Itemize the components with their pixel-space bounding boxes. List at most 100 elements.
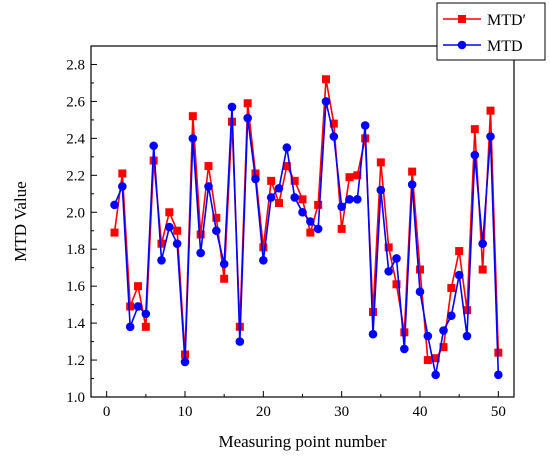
x-tick-label: 20	[256, 404, 271, 420]
data-point	[165, 222, 174, 232]
plot-area	[90, 45, 515, 398]
data-point	[204, 182, 213, 191]
data-point	[188, 112, 197, 121]
y-tick-label: 1.0	[66, 390, 85, 406]
series-line	[113, 101, 500, 375]
data-point	[431, 354, 440, 363]
data-point	[259, 255, 268, 265]
data-point	[454, 270, 464, 280]
legend: MTD′ MTD	[436, 2, 546, 61]
data-point	[431, 370, 440, 380]
data-point	[266, 193, 276, 202]
data-point	[118, 182, 127, 191]
data-point	[204, 162, 213, 171]
data-point	[126, 302, 135, 311]
data-point	[118, 169, 127, 178]
data-point	[337, 202, 346, 212]
y-tick-label: 2.2	[66, 168, 85, 184]
data-point	[415, 287, 425, 297]
y-tick-label: 2.8	[66, 57, 85, 73]
series-line	[113, 79, 500, 362]
data-point	[282, 143, 292, 152]
legend-item: MTD	[443, 38, 523, 55]
data-point	[329, 132, 339, 141]
data-point	[478, 265, 487, 274]
data-point	[165, 208, 174, 217]
data-point	[235, 337, 245, 346]
data-point	[173, 226, 182, 235]
data-point	[478, 239, 487, 248]
data-point	[360, 121, 370, 130]
data-point	[392, 254, 401, 263]
data-point	[157, 239, 166, 248]
data-point	[463, 306, 471, 315]
data-point	[141, 322, 150, 331]
data-point	[212, 226, 221, 236]
series-mtd	[110, 97, 503, 380]
y-tick-label: 1.2	[66, 353, 85, 369]
data-point	[337, 224, 346, 233]
data-point	[423, 356, 432, 365]
legend-marker	[457, 40, 467, 50]
data-point	[212, 213, 221, 222]
data-point	[353, 171, 362, 180]
y-tick-label: 1.8	[66, 242, 85, 258]
data-point	[188, 134, 198, 143]
data-point	[141, 309, 151, 319]
axes-layer: 0 10 20 30 40 50 1.0 1.2 1.4 1.6 1.8 2.0 2.2 2.4 2.6 2.…	[66, 57, 506, 420]
y-tick-label: 2.4	[66, 131, 85, 147]
y-tick-label: 1.6	[66, 279, 85, 295]
data-point	[384, 267, 393, 276]
data-point	[439, 343, 448, 352]
data-point	[251, 174, 260, 184]
data-point	[407, 180, 417, 189]
data-point	[447, 311, 456, 321]
data-point	[180, 357, 190, 367]
x-axis-title: Measuring point number	[218, 432, 386, 451]
data-point	[408, 167, 417, 176]
data-point	[290, 176, 299, 185]
data-point	[486, 132, 495, 141]
data-point	[462, 331, 472, 341]
data-point	[110, 228, 119, 237]
x-tick-label: 50	[491, 404, 506, 420]
data-point	[353, 195, 362, 204]
data-point	[470, 125, 479, 134]
y-tick-label: 2.0	[66, 205, 85, 221]
data-point	[125, 322, 135, 332]
data-point	[368, 329, 378, 339]
data-point	[321, 97, 331, 106]
x-tick-label: 30	[334, 404, 349, 420]
x-tick-label: 0	[103, 404, 111, 420]
legend-box	[436, 2, 546, 61]
data-point	[298, 195, 307, 204]
data-point	[110, 200, 119, 210]
data-point	[157, 255, 166, 265]
data-point	[384, 243, 393, 252]
data-point	[267, 176, 276, 185]
data-point	[447, 284, 456, 293]
data-point	[486, 106, 495, 115]
data-point	[219, 259, 229, 269]
data-point	[275, 199, 283, 208]
data-point	[290, 193, 299, 202]
data-point	[376, 185, 386, 195]
data-point	[314, 200, 323, 209]
legend-item: MTD′	[443, 12, 526, 29]
y-axis-title: MTD Value	[11, 181, 30, 261]
y-tick-label: 1.4	[66, 316, 85, 332]
data-point	[149, 141, 158, 151]
data-point	[439, 326, 448, 335]
data-point	[416, 265, 424, 274]
data-point	[400, 344, 409, 354]
series-layer	[110, 75, 503, 380]
data-point	[494, 370, 503, 380]
data-point	[259, 243, 268, 252]
data-point	[298, 207, 307, 217]
data-point	[329, 119, 338, 128]
legend-label: MTD′	[487, 12, 526, 29]
legend-label: MTD	[487, 38, 523, 55]
data-point	[227, 102, 237, 112]
data-point	[322, 75, 330, 84]
